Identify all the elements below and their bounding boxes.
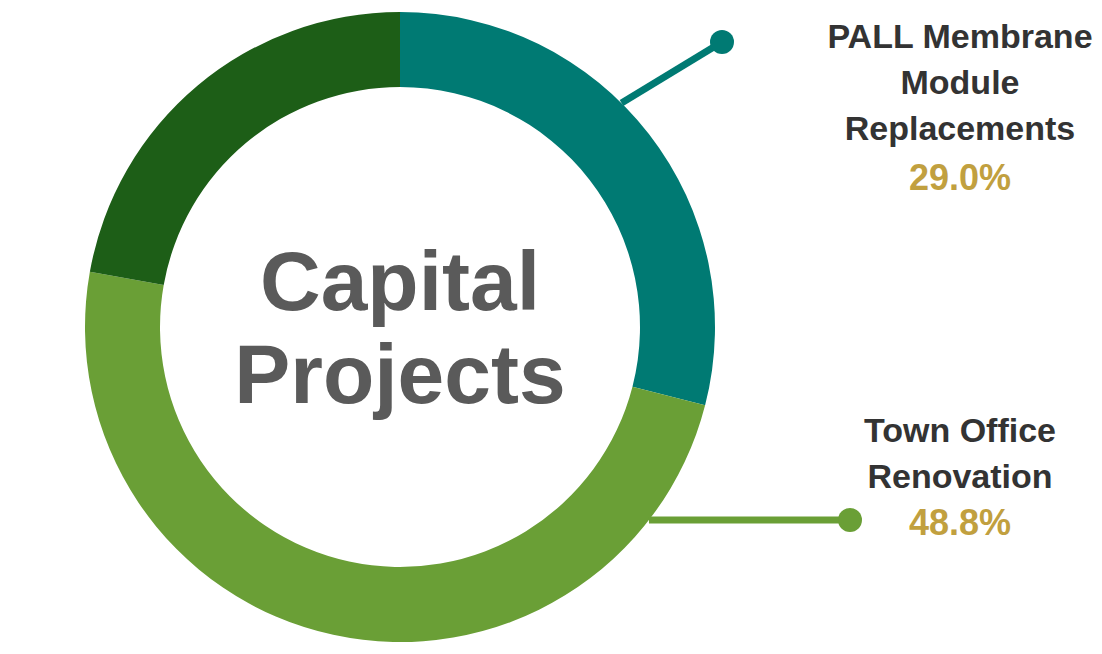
- leader-dot: [838, 508, 862, 532]
- value-label: 29.0%: [909, 157, 1011, 198]
- leader-line: [649, 517, 850, 524]
- center-title: CapitalProjects: [234, 234, 566, 420]
- slice-label: PALL MembraneModuleReplacements 29.0%: [622, 17, 1093, 198]
- chart: CapitalProjects PALL MembraneModuleReplac…: [0, 0, 1102, 654]
- slice: [85, 272, 705, 642]
- leader-line: [622, 42, 722, 103]
- donut: [85, 12, 715, 642]
- category-label: PALL MembraneModuleReplacements: [827, 17, 1092, 147]
- slice-label: Town OfficeRenovation 48.8%: [649, 411, 1056, 543]
- value-label: 48.8%: [909, 502, 1011, 543]
- category-label: Town OfficeRenovation: [864, 411, 1056, 495]
- leader-dot: [710, 30, 734, 54]
